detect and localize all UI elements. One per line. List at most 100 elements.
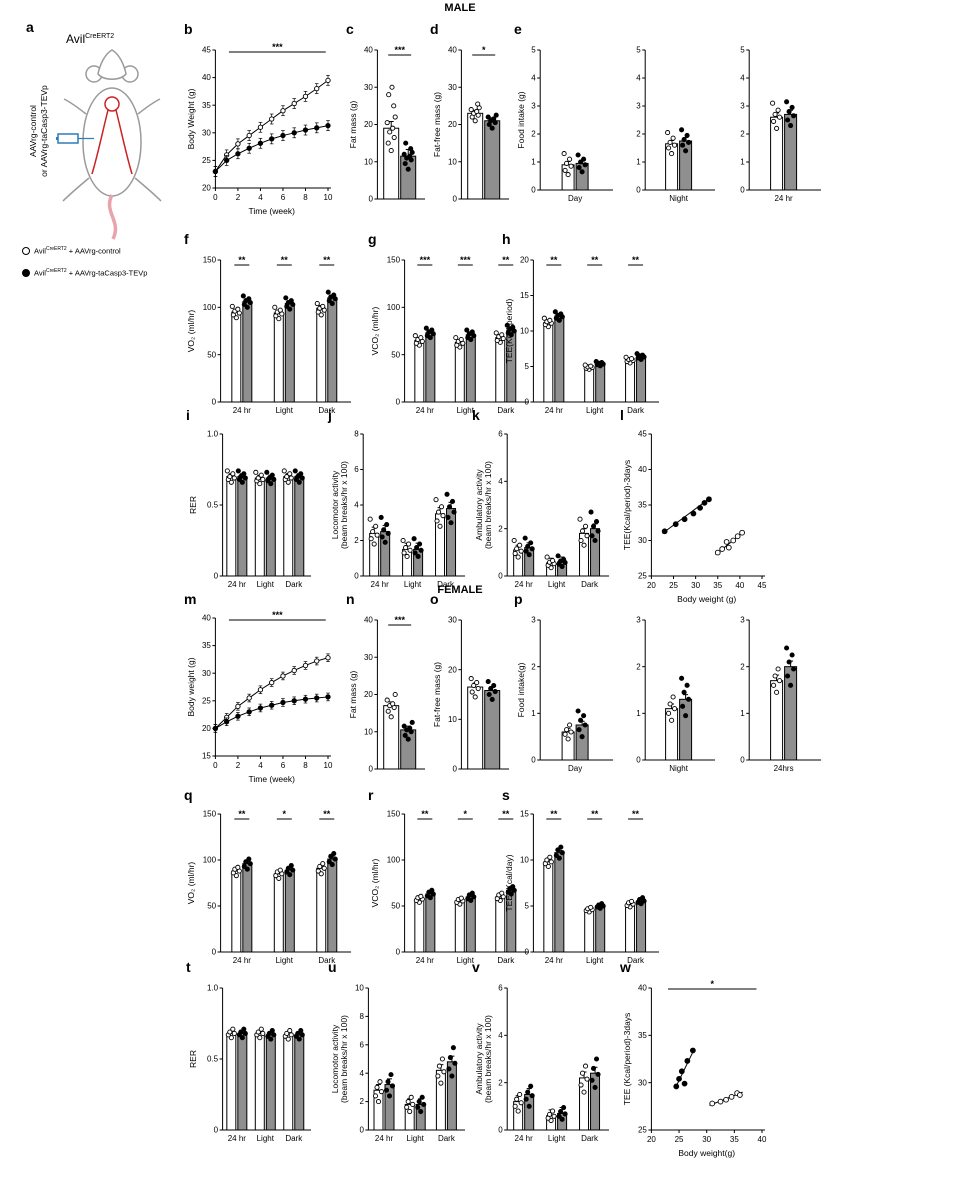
svg-text:Light: Light bbox=[457, 956, 475, 965]
svg-text:**: ** bbox=[238, 809, 246, 819]
svg-text:1: 1 bbox=[636, 709, 641, 718]
svg-text:RER: RER bbox=[188, 496, 198, 514]
svg-text:Dark: Dark bbox=[318, 406, 336, 415]
panel-a-letter: a bbox=[26, 19, 34, 35]
svg-text:6: 6 bbox=[281, 761, 286, 770]
injection-label-line1: AAVrg-control bbox=[27, 105, 38, 158]
panel-d-letter: d bbox=[430, 21, 439, 37]
svg-text:2: 2 bbox=[740, 130, 745, 139]
svg-text:**: ** bbox=[550, 809, 558, 819]
svg-text:3: 3 bbox=[740, 102, 745, 111]
svg-text:25: 25 bbox=[638, 1126, 647, 1135]
svg-text:25: 25 bbox=[675, 1135, 684, 1144]
svg-text:30: 30 bbox=[448, 83, 457, 92]
female-rer-chart: 0 0.5 1.0 RER 24 hr Light Dark bbox=[188, 974, 314, 1146]
female-food-intake-24hrs-chart: 0 1 2 3 24hrs bbox=[734, 606, 824, 776]
svg-text:Body weight(g): Body weight(g) bbox=[678, 1148, 735, 1158]
svg-text:(beam breaks/hr x 100): (beam breaks/hr x 100) bbox=[483, 1015, 493, 1103]
svg-text:20: 20 bbox=[647, 581, 656, 590]
svg-text:Food intake (g): Food intake (g) bbox=[516, 91, 526, 148]
svg-text:2: 2 bbox=[359, 1097, 364, 1106]
svg-text:45: 45 bbox=[638, 430, 647, 439]
svg-text:Dark: Dark bbox=[285, 580, 303, 589]
svg-text:Fat mass (g): Fat mass (g) bbox=[348, 670, 358, 718]
svg-text:**: ** bbox=[550, 255, 558, 265]
svg-text:0: 0 bbox=[636, 186, 641, 195]
svg-text:*: * bbox=[710, 979, 714, 989]
legend-caspase-label: AvilCreERT2 + AAVrg-taCasp3-TEVp bbox=[34, 268, 148, 278]
svg-text:Light: Light bbox=[586, 956, 604, 965]
svg-text:Light: Light bbox=[276, 406, 294, 415]
svg-text:0.5: 0.5 bbox=[207, 1055, 219, 1064]
svg-text:TEE (Kcal/period)-3days: TEE (Kcal/period)-3days bbox=[622, 1013, 632, 1106]
male-section-title: MALE bbox=[444, 2, 476, 14]
panel-q-letter: q bbox=[184, 787, 193, 803]
male-food-intake-day-chart: 0 1 2 3 4 5 Food intake (g) Day bbox=[516, 36, 616, 206]
svg-text:0: 0 bbox=[452, 195, 457, 204]
svg-text:24 hr: 24 hr bbox=[228, 580, 247, 589]
mouse-tail bbox=[107, 194, 118, 240]
svg-text:Body weight (g): Body weight (g) bbox=[677, 594, 736, 604]
svg-text:35: 35 bbox=[730, 1135, 739, 1144]
panel-a-title-base: Avil bbox=[66, 32, 86, 46]
svg-text:**: ** bbox=[238, 255, 246, 265]
svg-text:Locomotor activity: Locomotor activity bbox=[330, 1024, 340, 1093]
female-body-weight-chart: 15 20 25 30 35 40 Body weight (g) 0 2 4 6 8 10 Time (… bbox=[186, 604, 338, 786]
svg-text:Light: Light bbox=[276, 956, 294, 965]
svg-text:24 hr: 24 hr bbox=[515, 580, 534, 589]
svg-text:2: 2 bbox=[531, 662, 536, 671]
female-locomotor-chart: 0 2 4 6 8 10 Locomotor activity (beam breaks/hr… bbox=[330, 974, 468, 1146]
panel-a-title-sup: CreERT2 bbox=[85, 33, 115, 40]
svg-text:0: 0 bbox=[213, 193, 218, 202]
svg-text:15: 15 bbox=[202, 752, 211, 761]
svg-text:10: 10 bbox=[364, 157, 373, 166]
panel-f-letter: f bbox=[184, 231, 189, 247]
svg-text:25: 25 bbox=[202, 696, 211, 705]
svg-text:*: * bbox=[482, 45, 486, 55]
svg-text:Light: Light bbox=[257, 1134, 275, 1143]
svg-text:Dark: Dark bbox=[497, 956, 515, 965]
svg-text:Light: Light bbox=[548, 580, 566, 589]
female-food-intake-day-chart: 0 1 2 3 Food intake(g) Day bbox=[516, 606, 616, 776]
svg-text:40: 40 bbox=[202, 73, 211, 82]
svg-text:3: 3 bbox=[531, 616, 536, 625]
svg-text:150: 150 bbox=[203, 256, 217, 265]
svg-text:10: 10 bbox=[324, 193, 333, 202]
svg-text:45: 45 bbox=[202, 46, 211, 55]
svg-text:8: 8 bbox=[303, 193, 308, 202]
svg-text:0: 0 bbox=[524, 948, 529, 957]
svg-text:0: 0 bbox=[214, 1126, 219, 1135]
svg-text:Dark: Dark bbox=[627, 406, 645, 415]
panel-s-letter: s bbox=[502, 787, 510, 803]
svg-text:30: 30 bbox=[702, 1135, 711, 1144]
svg-text:Night: Night bbox=[669, 764, 688, 773]
panel-o-letter: o bbox=[430, 591, 439, 607]
female-tee-bodyweight-scatter: 25 30 35 40 TEE (Kcal/period)-3days 20 25 30 35 4… bbox=[622, 974, 772, 1160]
svg-text:40: 40 bbox=[638, 984, 647, 993]
mouse-head bbox=[97, 49, 127, 80]
svg-text:VO₂ (ml/hr): VO₂ (ml/hr) bbox=[186, 310, 196, 353]
svg-text:Light: Light bbox=[548, 1134, 566, 1143]
svg-text:VCO₂ (ml/hr): VCO₂ (ml/hr) bbox=[370, 307, 380, 356]
svg-text:25: 25 bbox=[638, 572, 647, 581]
svg-text:Fat mass (g): Fat mass (g) bbox=[348, 100, 358, 148]
svg-text:50: 50 bbox=[207, 902, 216, 911]
svg-text:0.5: 0.5 bbox=[207, 501, 219, 510]
svg-text:24 hr: 24 hr bbox=[416, 956, 435, 965]
injection-label: AAVrg-control or AAVrg-taCasp3-TEVp bbox=[28, 46, 50, 216]
svg-text:Dark: Dark bbox=[581, 580, 599, 589]
svg-text:6: 6 bbox=[354, 465, 359, 474]
svg-text:40: 40 bbox=[735, 581, 744, 590]
svg-text:**: ** bbox=[591, 255, 599, 265]
svg-text:VCO₂ (ml/hr): VCO₂ (ml/hr) bbox=[370, 859, 380, 908]
svg-text:20: 20 bbox=[364, 120, 373, 129]
mouse-schematic bbox=[56, 49, 162, 240]
svg-text:10: 10 bbox=[448, 715, 457, 724]
svg-text:4: 4 bbox=[354, 501, 359, 510]
svg-text:150: 150 bbox=[387, 256, 401, 265]
svg-text:RER: RER bbox=[188, 1050, 198, 1068]
svg-text:10: 10 bbox=[364, 727, 373, 736]
svg-text:15: 15 bbox=[520, 291, 529, 300]
svg-text:15: 15 bbox=[520, 810, 529, 819]
